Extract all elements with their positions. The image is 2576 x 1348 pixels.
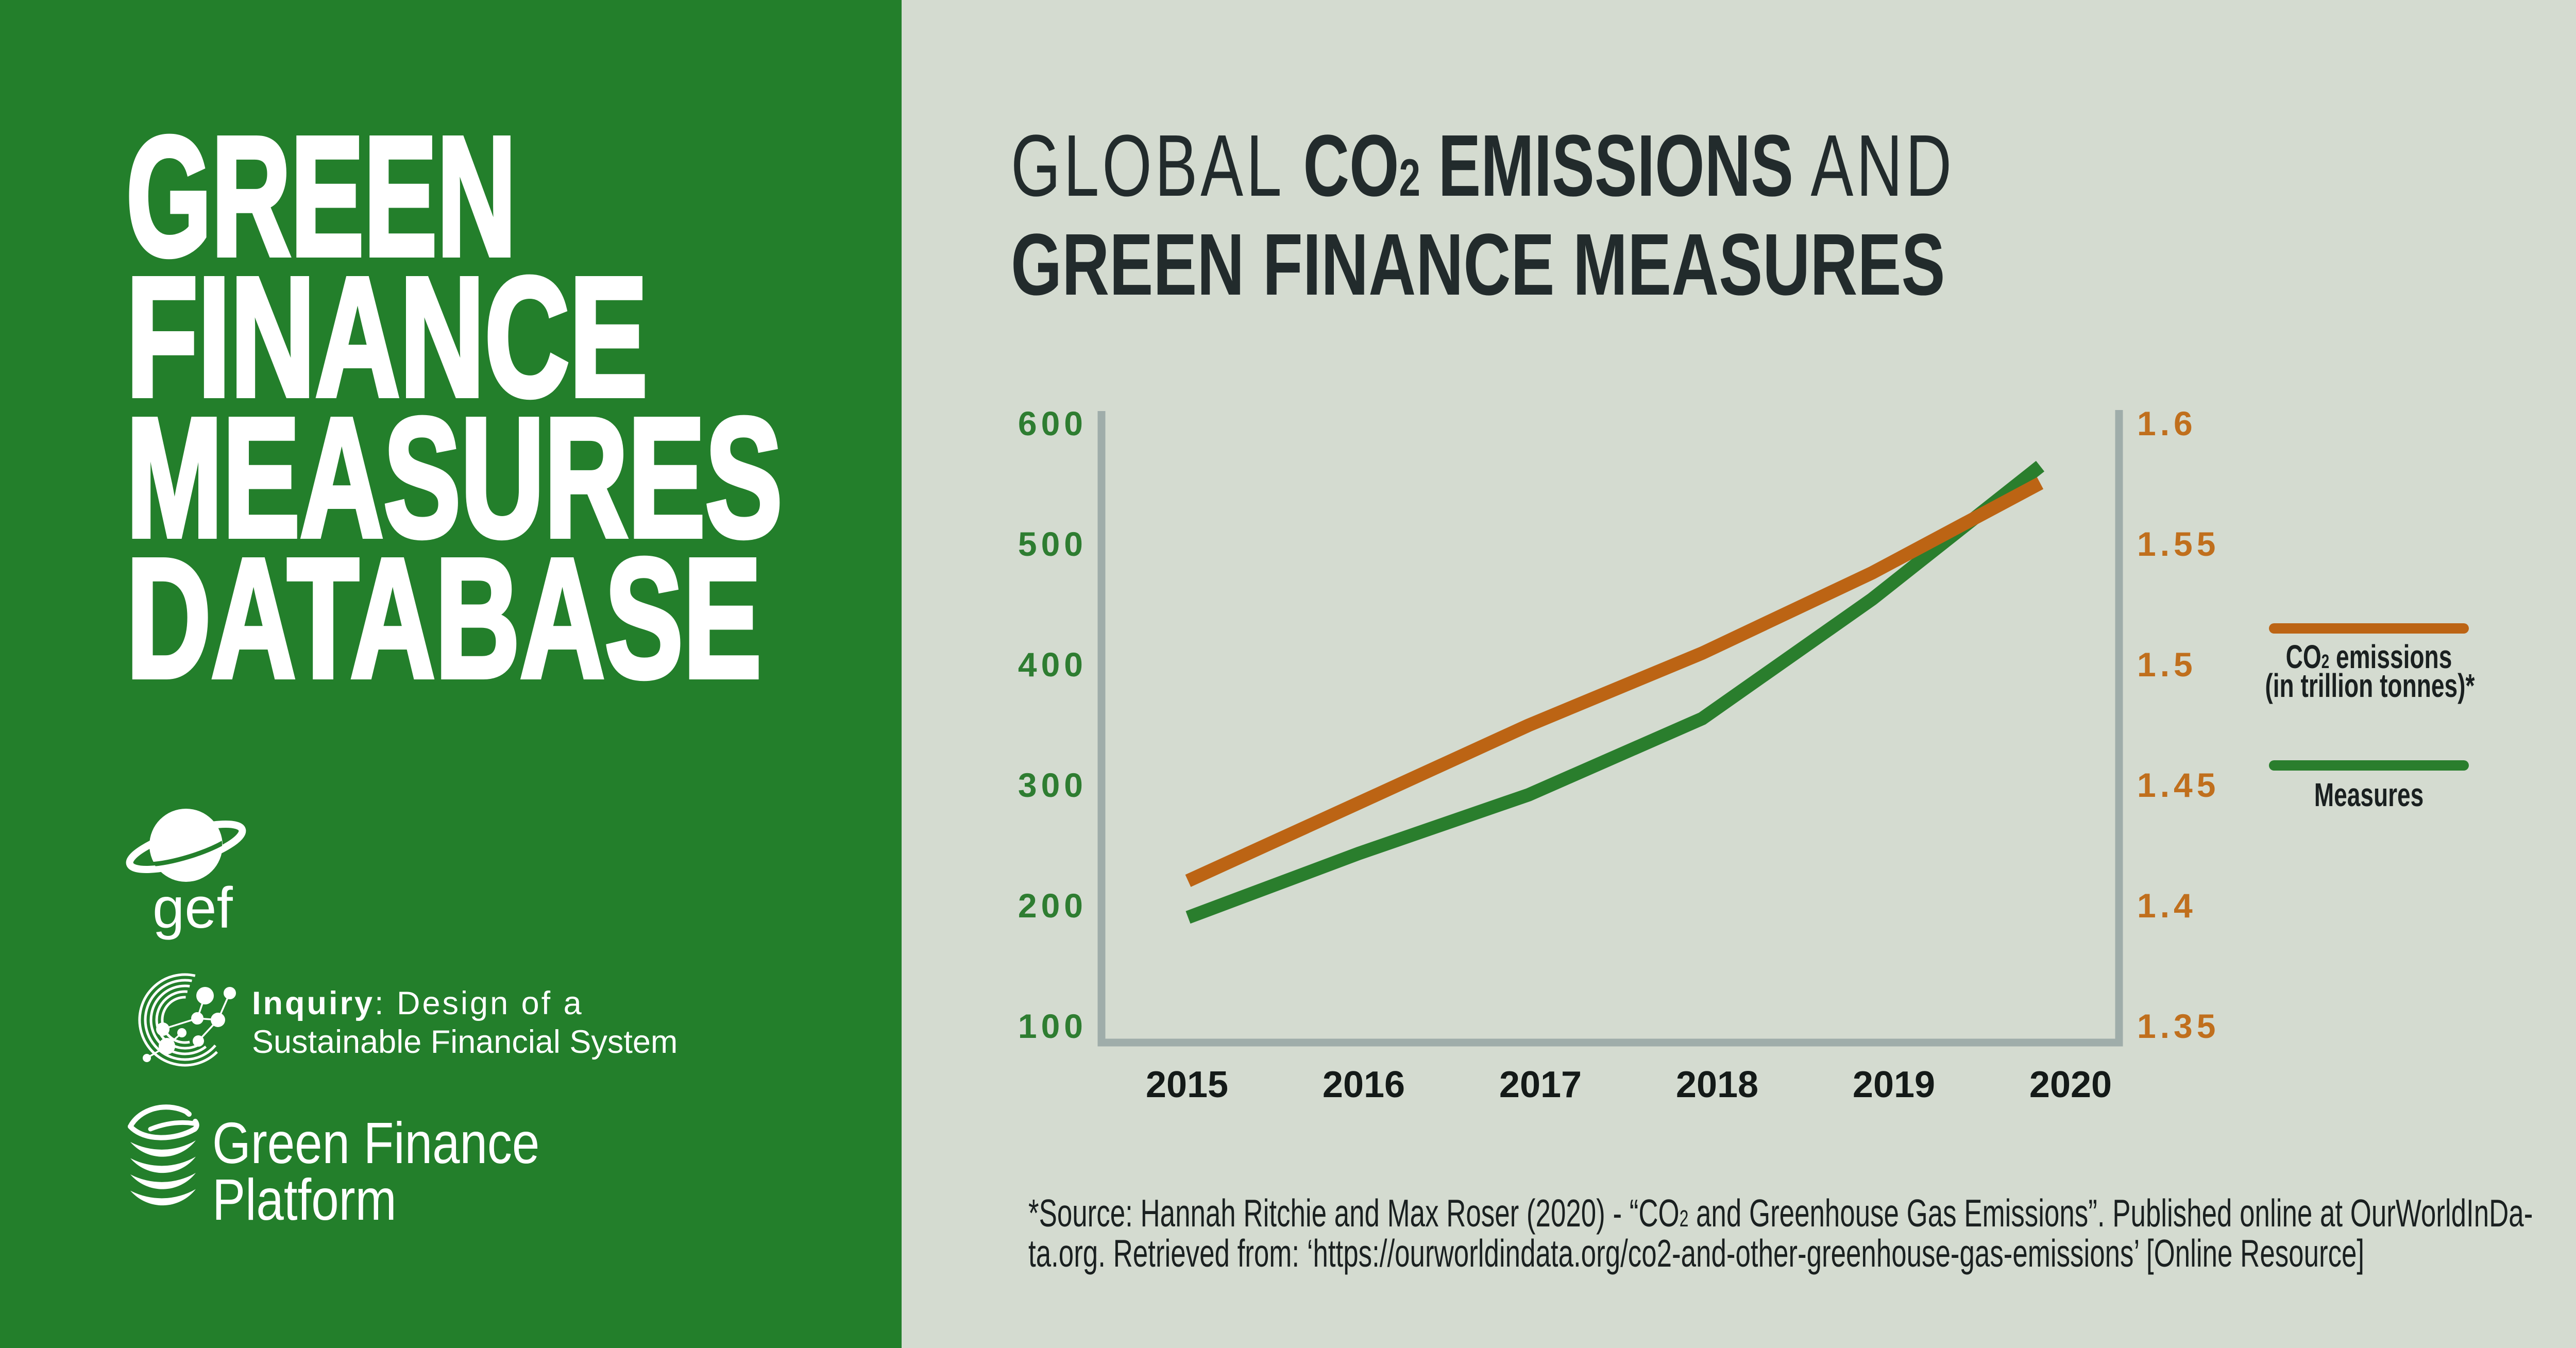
svg-text:gef: gef <box>152 876 233 940</box>
